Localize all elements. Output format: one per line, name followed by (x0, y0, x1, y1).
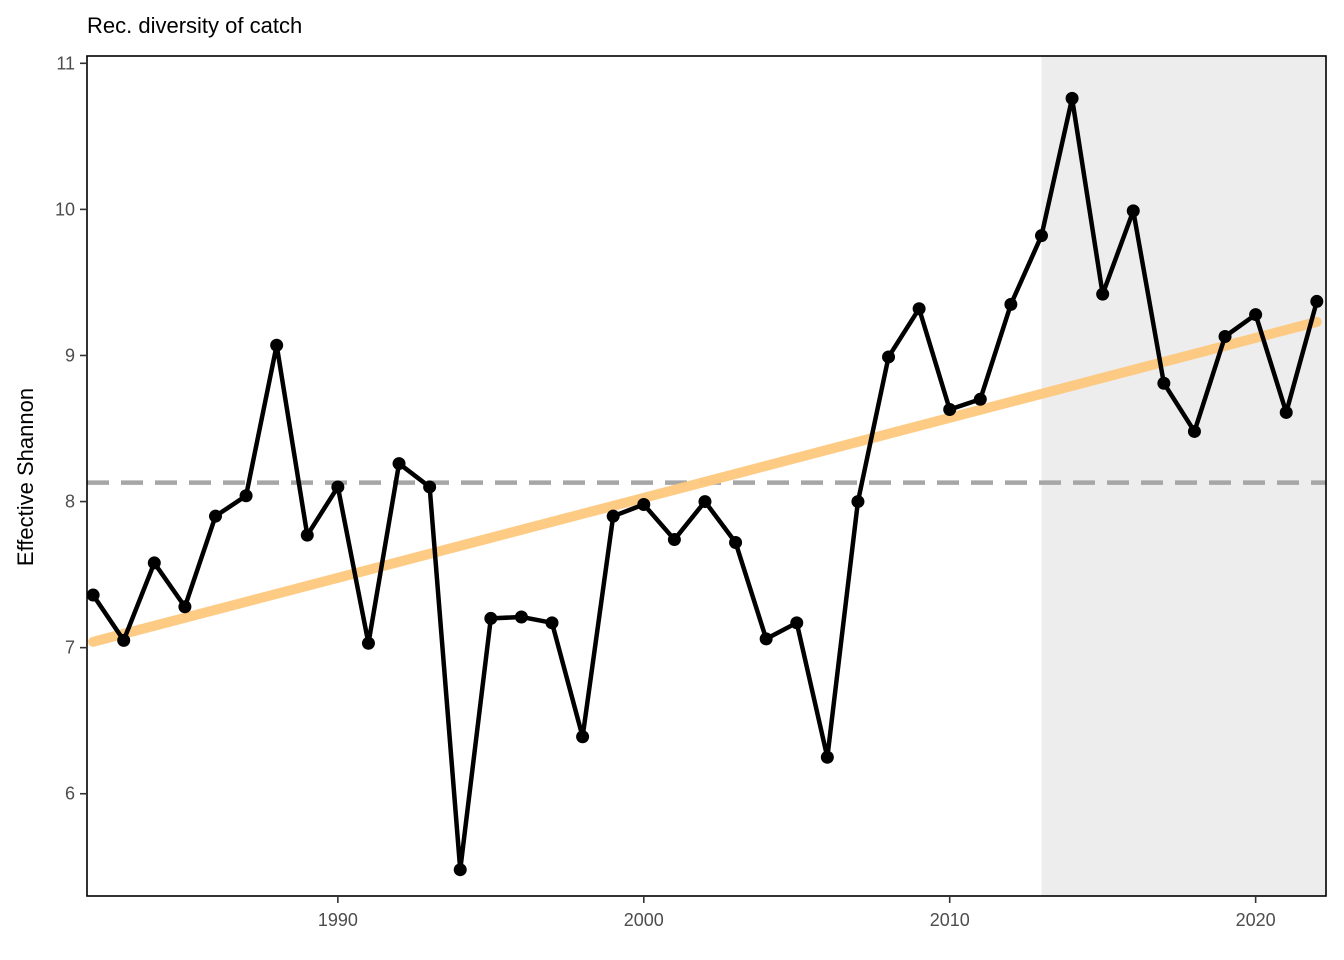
data-point (239, 489, 253, 503)
data-point (423, 480, 437, 494)
data-point (790, 616, 804, 630)
data-point (1249, 308, 1263, 322)
data-point (514, 610, 528, 624)
data-point (1034, 229, 1048, 243)
data-point (576, 730, 590, 744)
data-point (851, 495, 865, 509)
data-point (86, 588, 100, 602)
data-point (882, 350, 896, 364)
y-tick-label: 9 (65, 345, 75, 365)
data-point (484, 611, 498, 625)
y-tick-label: 8 (65, 492, 75, 512)
data-point (1065, 91, 1079, 105)
data-point (392, 457, 406, 471)
axes: 6 7 8 9 10 11 1990 2000 2010 2020 (55, 53, 1327, 930)
y-tick-label: 7 (65, 638, 75, 658)
data-point (820, 750, 834, 764)
trend-line (88, 316, 1322, 647)
data-point (147, 556, 161, 570)
data-point (331, 480, 345, 494)
data-point (912, 302, 926, 316)
x-tick-label: 2000 (624, 910, 664, 930)
data-point (698, 495, 712, 509)
plot-panel-border (86, 55, 1327, 897)
chart-title: Rec. diversity of catch (87, 13, 302, 38)
data-point (667, 533, 681, 547)
data-point (973, 392, 987, 406)
y-axis-label: Effective Shannon (13, 388, 38, 566)
data-point (1279, 405, 1293, 419)
data-point (1187, 424, 1201, 438)
data-point (361, 636, 375, 650)
data-point (453, 863, 467, 877)
data-point (729, 535, 743, 549)
y-tick-label: 10 (55, 199, 75, 219)
data-point (270, 338, 284, 352)
y-tick-label: 6 (65, 784, 75, 804)
data-point (1157, 376, 1171, 390)
data-point (208, 509, 222, 523)
x-tick-label: 1990 (318, 910, 358, 930)
data-point (606, 509, 620, 523)
x-tick-label: 2020 (1236, 910, 1276, 930)
data-point (1218, 329, 1232, 343)
data-point (178, 600, 192, 614)
data-point (759, 632, 773, 646)
data-point (117, 633, 131, 647)
data-point (1310, 294, 1324, 308)
data-point (637, 497, 651, 511)
data-point (943, 403, 957, 417)
data-point (545, 616, 559, 630)
data-point (1004, 297, 1018, 311)
plot-area (86, 56, 1326, 896)
data-point (1126, 204, 1140, 218)
data-point (300, 528, 314, 542)
data-point (1096, 287, 1110, 301)
x-tick-label: 2010 (930, 910, 970, 930)
y-tick-label: 11 (56, 53, 75, 73)
